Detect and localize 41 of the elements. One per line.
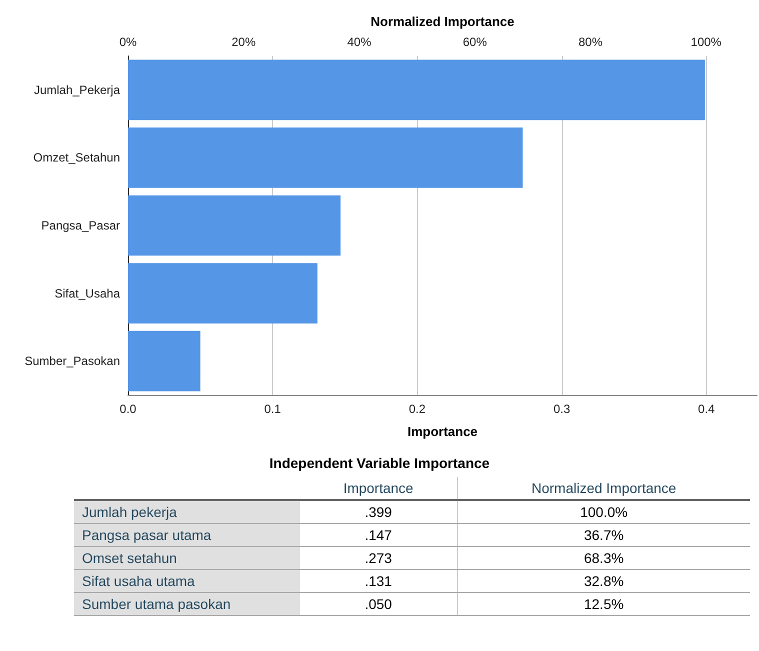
x2-tick-label: 40%	[347, 35, 372, 49]
x2-tick-label: 0%	[119, 35, 137, 49]
x-tick-label: 0.0	[120, 402, 137, 416]
category-label: Jumlah pekerja	[74, 500, 300, 524]
x-tick-label: 0.4	[698, 402, 716, 416]
text: 100.0%	[457, 500, 750, 524]
bar	[128, 128, 523, 188]
x2-tick-label: 100%	[690, 35, 722, 49]
bar	[128, 60, 705, 120]
y-tick-label: Sumber_Pasokan	[24, 354, 120, 368]
x2-tick-label: 20%	[232, 35, 256, 49]
text: 68.3%	[457, 546, 750, 570]
x-tick-label: 0.2	[408, 402, 426, 416]
x2-tick-label: 60%	[462, 35, 488, 49]
text: 12.5%	[457, 592, 750, 616]
x-tick-label: 0.1	[264, 402, 282, 416]
category-label: Pangsa pasar utama	[74, 524, 300, 546]
x-axis-title: Importance	[407, 424, 478, 439]
text: .273	[300, 546, 458, 570]
y-tick-label: Jumlah_Pekerja	[34, 82, 120, 97]
text: .050	[300, 592, 458, 616]
category-label: Sifat usaha utama	[74, 570, 300, 592]
bar	[128, 195, 341, 256]
y-tick-label: Sifat_Usaha	[54, 286, 120, 300]
y-tick-label: Omzet_Setahun	[33, 150, 120, 165]
text: 32.8%	[457, 570, 750, 592]
bar	[128, 330, 200, 392]
category-label: Sumber utama pasokan	[74, 592, 300, 616]
x2-tick-label: 80%	[578, 35, 603, 49]
text: .131	[300, 570, 458, 592]
text: 36.7%	[457, 524, 750, 546]
bar	[128, 263, 318, 324]
text: Importance	[300, 477, 458, 500]
text: Normalized Importance	[457, 477, 750, 500]
text: Independent Variable Importance	[268, 455, 491, 471]
x2-axis-title: Normalized Importance	[370, 14, 514, 29]
text: .399	[300, 500, 458, 524]
x-tick-label: 0.3	[553, 402, 570, 416]
text: .147	[300, 524, 458, 546]
y-tick-label: Pangsa_Pasar	[41, 218, 120, 232]
category-label: Omset setahun	[74, 546, 300, 570]
